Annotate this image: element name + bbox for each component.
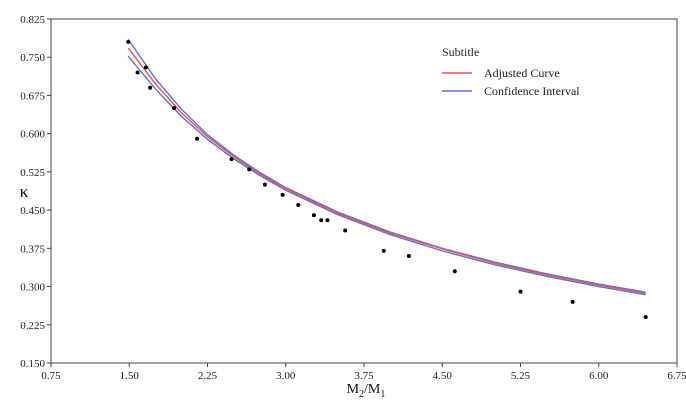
data-point: [296, 203, 301, 208]
data-point: [229, 157, 234, 162]
y-tick-label: 0.150: [20, 358, 45, 370]
data-point: [452, 269, 457, 274]
y-tick-label: 0.750: [20, 52, 45, 64]
data-point: [406, 253, 411, 258]
data-point: [135, 70, 140, 75]
y-tick-label: 0.375: [20, 243, 45, 255]
data-point: [325, 218, 330, 223]
data-point: [643, 315, 648, 320]
points-layer: [126, 39, 648, 320]
adjusted-curve-line: [127, 47, 646, 294]
y-axis-title: κ: [20, 182, 29, 201]
y-tick-label: 0.225: [20, 320, 45, 332]
data-point: [143, 65, 148, 70]
data-point: [319, 218, 324, 223]
data-point: [148, 85, 153, 90]
y-tick-label: 0.300: [20, 282, 45, 294]
data-point: [343, 228, 348, 233]
y-axis-ticks: 0.150 0.225 0.300 0.375 0.450 0.525 0.600 0.675…: [20, 14, 51, 370]
confidence-lower-line: [127, 55, 646, 296]
data-point: [381, 248, 386, 253]
plot-frame: [50, 18, 678, 364]
x-tick-label: 6.00: [589, 370, 609, 382]
y-tick-label: 0.450: [20, 205, 45, 217]
x-tick-label: 3.00: [276, 370, 296, 382]
data-point: [126, 39, 131, 44]
legend-label-adjusted-curve: Adjusted Curve: [484, 66, 560, 80]
series-layer: [127, 38, 646, 296]
data-point: [247, 167, 252, 172]
data-point: [311, 213, 316, 218]
data-point: [195, 136, 200, 141]
x-axis-title: M2/M1: [347, 382, 386, 400]
x-axis-ticks: 0.75 1.50 2.25 3.00 3.75 4.50 5.25 6.00 6.75: [41, 363, 686, 382]
x-tick-label: 0.75: [41, 370, 61, 382]
y-tick-label: 0.600: [20, 129, 45, 141]
legend-title: Subtitle: [442, 45, 479, 59]
y-tick-label: 0.525: [20, 167, 45, 179]
data-point: [262, 182, 267, 187]
data-point: [518, 289, 523, 294]
legend-label-confidence-interval: Confidence Interval: [484, 84, 580, 98]
x-tick-label: 2.25: [198, 370, 218, 382]
x-tick-label: 3.75: [354, 370, 374, 382]
y-tick-label: 0.675: [20, 90, 45, 102]
x-tick-label: 4.50: [433, 370, 453, 382]
confidence-upper-line: [127, 38, 646, 293]
x-tick-label: 5.25: [511, 370, 531, 382]
data-point: [172, 106, 177, 111]
data-point: [280, 192, 285, 197]
x-tick-label: 6.75: [667, 370, 686, 382]
legend: Subtitle Adjusted Curve Confidence Inter…: [442, 45, 580, 98]
data-point: [570, 299, 575, 304]
x-tick-label: 1.50: [120, 370, 140, 382]
y-tick-label: 0.825: [20, 14, 45, 26]
